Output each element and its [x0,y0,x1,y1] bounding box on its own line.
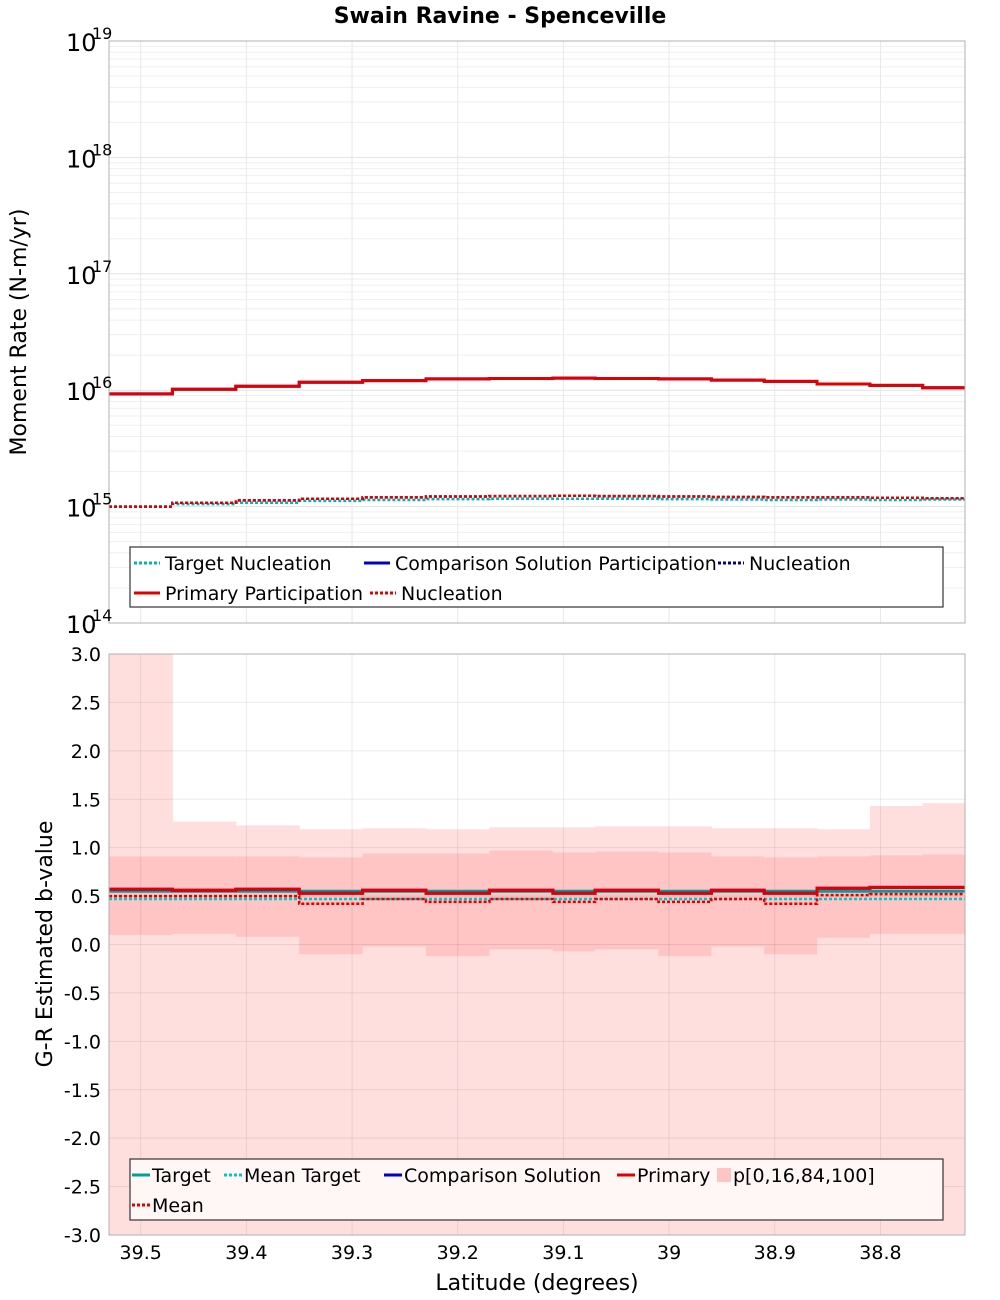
bottom-legend-label-1: Mean Target [244,1165,361,1187]
band-inner-3 [299,857,364,955]
bottom-y-tick-label: -1.5 [64,1080,101,1102]
top-legend-label-1: Comparison Solution Participation [395,553,717,575]
top-y-tick-exponent: 14 [92,606,112,625]
bottom-y-tick-label: -1.0 [64,1031,101,1053]
x-axis-label: Latitude (degrees) [435,1271,638,1296]
bottom-y-ticks: 3.0 2.5 2.0 1.5 1.0 0.5 0.0 -0.5 -1.0 -1.5 -2.0 -2.… [64,644,101,1247]
top-grid [109,41,965,624]
top-series-line-3 [109,376,965,396]
bottom-plot-frame [108,653,966,1236]
bottom-y-tick-label: -2.0 [64,1128,101,1150]
top-y-tick-base: 10 [66,378,97,406]
top-legend-label-0: Target Nucleation [164,553,332,575]
x-tick-label: 39.2 [437,1242,479,1264]
bottom-legend: Target Mean Target Comparison Solution Prim… [129,1158,944,1221]
bottom-legend-box [129,1158,944,1221]
top-series-line-0 [109,497,965,508]
bottom-x-ticks: 39.5 39.4 39.3 39.2 39.1 39 38.9 38.8 [120,1242,902,1264]
x-tick-label: 39.5 [120,1242,162,1264]
top-y-axis-label: Moment Rate (N-m/yr) [7,209,32,456]
x-tick-label: 39.3 [331,1242,373,1264]
top-y-tick-base: 10 [66,145,97,173]
bottom-series [109,885,965,906]
bottom-y-tick-label: 3.0 [71,644,101,666]
band-inner-9 [658,852,712,957]
top-y-tick-base: 10 [66,262,97,290]
bottom-legend-swatch-4 [717,1168,731,1182]
bottom-y-tick-label: 1.0 [71,838,101,860]
x-tick-label: 39.1 [542,1242,584,1264]
bottom-series-line-4 [109,892,965,906]
bottom-legend-label-2: Comparison Solution [404,1165,601,1187]
bottom-y-tick-label: 2.0 [71,741,101,763]
top-series [109,376,965,508]
top-plot-frame [108,40,966,624]
band-inner-14 [922,854,966,934]
bottom-y-tick-label: -0.5 [64,983,101,1005]
top-y-tick-exponent: 16 [92,373,112,392]
bottom-y-tick-label: 0.5 [71,886,101,908]
bottom-y-tick-label: -3.0 [64,1225,101,1247]
top-y-tick-exponent: 18 [92,140,112,159]
top-series-line-4 [109,494,965,508]
top-y-tick-base: 10 [66,611,97,639]
bottom-legend-label-4: p[0,16,84,100] [733,1165,875,1187]
top-y-tick-exponent: 17 [92,257,112,276]
band-inner-8 [595,851,660,950]
bottom-series-line-3 [109,885,965,895]
top-y-tick-exponent: 15 [92,490,112,509]
bottom-y-axis-label: G-R Estimated b-value [33,821,58,1068]
top-legend-label-3: Primary Participation [165,583,363,605]
bottom-legend-label-5: Mean [152,1195,204,1217]
bottom-y-tick-label: 2.5 [71,692,101,714]
top-y-tick-exponent: 19 [92,24,112,43]
x-tick-label: 39 [657,1242,681,1264]
top-legend-label-4: Nucleation [401,583,503,605]
top-y-tick-base: 10 [66,29,97,57]
bottom-legend-label-3: Primary [637,1165,710,1187]
top-y-tick-base: 10 [66,495,97,523]
x-tick-label: 38.8 [859,1242,901,1264]
band-inner-12 [817,856,871,938]
x-tick-label: 38.9 [754,1242,796,1264]
band-outer-0 [109,654,173,1235]
band-inner-11 [764,857,818,955]
bottom-y-tick-label: 0.0 [71,935,101,957]
bottom-panel: 3.0 2.5 2.0 1.5 1.0 0.5 0.0 -0.5 -1.0 -1.5 -2.0 -2.… [33,644,966,1296]
top-legend: Target Nucleation Comparison Solution Par… [129,546,944,608]
bottom-legend-label-0: Target [151,1165,211,1187]
bottom-y-tick-label: 1.5 [71,789,101,811]
chart-title: Swain Ravine - Spenceville [334,4,667,29]
bottom-y-tick-label: -2.5 [64,1177,101,1199]
top-legend-label-2: Nucleation [749,553,851,575]
top-legend-box [129,546,944,608]
band-inner-5 [426,853,490,957]
x-tick-label: 39.4 [225,1242,267,1264]
band-inner-10 [711,856,765,947]
